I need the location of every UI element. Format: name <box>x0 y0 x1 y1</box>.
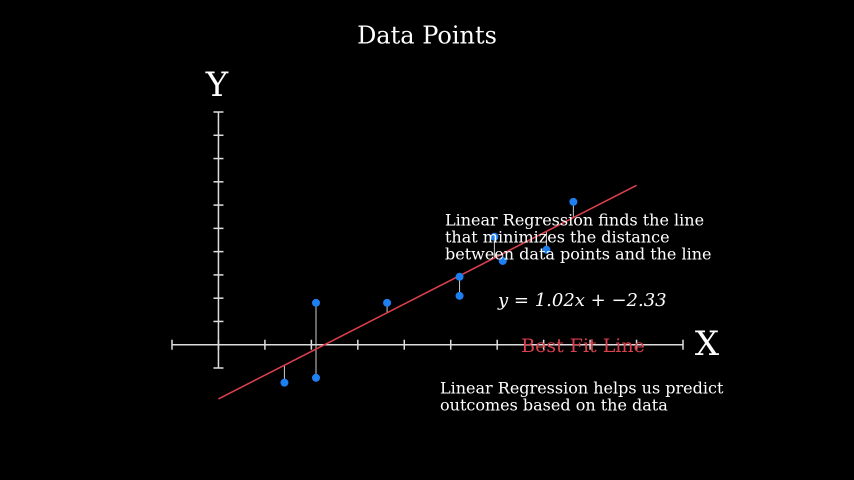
chart-title: Data Points <box>357 22 497 50</box>
annotation: outcomes based on the data <box>440 396 668 415</box>
annotation: Linear Regression finds the line <box>445 211 704 230</box>
data-point <box>455 272 464 281</box>
data-point <box>498 256 507 265</box>
data-point <box>312 373 321 382</box>
data-point <box>312 298 321 307</box>
equation: y = 1.02x + −2.33 <box>497 290 667 311</box>
data-point <box>490 232 499 241</box>
legend-label: Best Fit Line <box>521 335 645 357</box>
data-point <box>455 291 464 300</box>
data-point <box>569 197 578 206</box>
data-point <box>280 378 289 387</box>
y-axis-label: Y <box>205 65 229 105</box>
annotation: Linear Regression helps us predict <box>440 379 724 398</box>
x-axis-label: X <box>695 324 720 364</box>
fit-line <box>218 184 637 400</box>
data-point <box>383 298 392 307</box>
annotation: between data points and the line <box>445 245 712 264</box>
annotation: that minimizes the distance <box>445 228 670 247</box>
data-point <box>542 245 551 254</box>
